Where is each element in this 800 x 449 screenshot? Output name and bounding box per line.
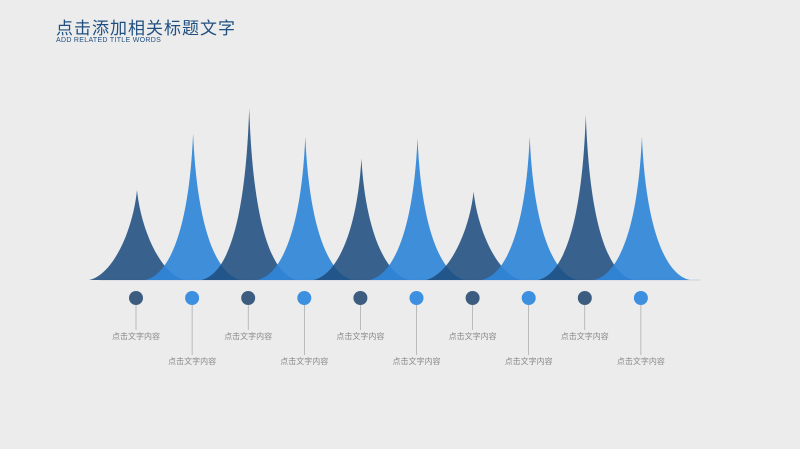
- marker-dot-4: [297, 291, 312, 305]
- peak-1: [89, 190, 185, 280]
- point-label-6: 点击文字内容: [393, 356, 441, 366]
- peak-6: [369, 138, 466, 280]
- point-label-9: 点击文字内容: [561, 331, 609, 341]
- peak-9: [537, 115, 634, 280]
- point-label-10: 点击文字内容: [617, 356, 665, 366]
- peak-2: [145, 133, 242, 280]
- page-title: 点击添加相关标题文字: [56, 19, 236, 39]
- point-label-1: 点击文字内容: [112, 331, 160, 341]
- dots-layer: 点击文字内容点击文字内容点击文字内容点击文字内容点击文字内容点击文字内容点击文字…: [112, 291, 665, 366]
- peak-3: [201, 108, 298, 280]
- point-label-4: 点击文字内容: [280, 356, 328, 366]
- marker-dot-2: [185, 291, 200, 305]
- peak-4: [257, 136, 354, 280]
- point-label-2: 点击文字内容: [168, 356, 216, 366]
- point-label-3: 点击文字内容: [224, 331, 272, 341]
- marker-dot-1: [129, 291, 143, 305]
- peak-7: [425, 191, 522, 280]
- marker-dot-9: [577, 291, 592, 305]
- point-label-5: 点击文字内容: [336, 331, 384, 341]
- marker-dot-7: [465, 291, 480, 305]
- marker-dot-10: [633, 291, 648, 305]
- peak-8: [481, 136, 578, 280]
- marker-dot-8: [521, 291, 536, 305]
- point-label-8: 点击文字内容: [505, 356, 553, 366]
- point-label-7: 点击文字内容: [449, 331, 497, 341]
- peaks-layer: [89, 108, 690, 280]
- marker-dot-3: [241, 291, 256, 305]
- peak-10: [593, 136, 690, 280]
- marker-dot-6: [409, 291, 424, 305]
- marker-dot-5: [353, 291, 368, 305]
- page-subtitle: ADD RELATED TITLE WORDS: [56, 37, 162, 44]
- peak-5: [313, 158, 410, 280]
